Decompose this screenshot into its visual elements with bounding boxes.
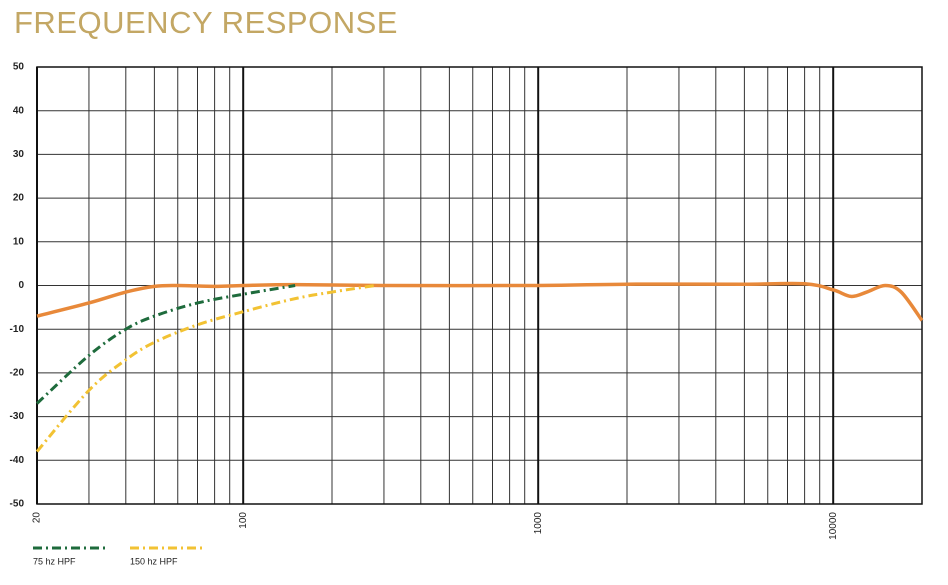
legend-label: 75 hz HPF	[33, 556, 76, 566]
y-tick-label: 20	[13, 193, 25, 204]
y-tick-label: 10	[13, 236, 25, 247]
y-tick-label: -30	[10, 411, 25, 422]
y-tick-label: -40	[10, 455, 25, 466]
y-tick-label: 50	[13, 62, 25, 73]
legend-item: 75 hz HPF	[33, 546, 105, 566]
x-tick-label: 20	[32, 512, 43, 524]
legend-label: 150 hz HPF	[130, 556, 178, 566]
x-tick-label: 1000	[533, 512, 544, 535]
x-tick-label: 100	[238, 512, 249, 529]
series-line	[36, 281, 924, 322]
y-tick-label: 40	[13, 105, 25, 116]
y-tick-label: -50	[10, 499, 25, 510]
y-tick-label: 0	[18, 280, 24, 291]
y-tick-label: -10	[10, 324, 25, 335]
y-tick-label: 30	[13, 149, 25, 160]
legend-item: 150 hz HPF	[130, 546, 202, 566]
chart-title: FREQUENCY RESPONSE	[14, 5, 398, 40]
series-line	[35, 284, 376, 453]
plot-frame	[36, 66, 923, 505]
series-line	[35, 284, 296, 405]
y-tick-label: -20	[10, 368, 25, 379]
x-tick-label: 10000	[828, 512, 839, 540]
